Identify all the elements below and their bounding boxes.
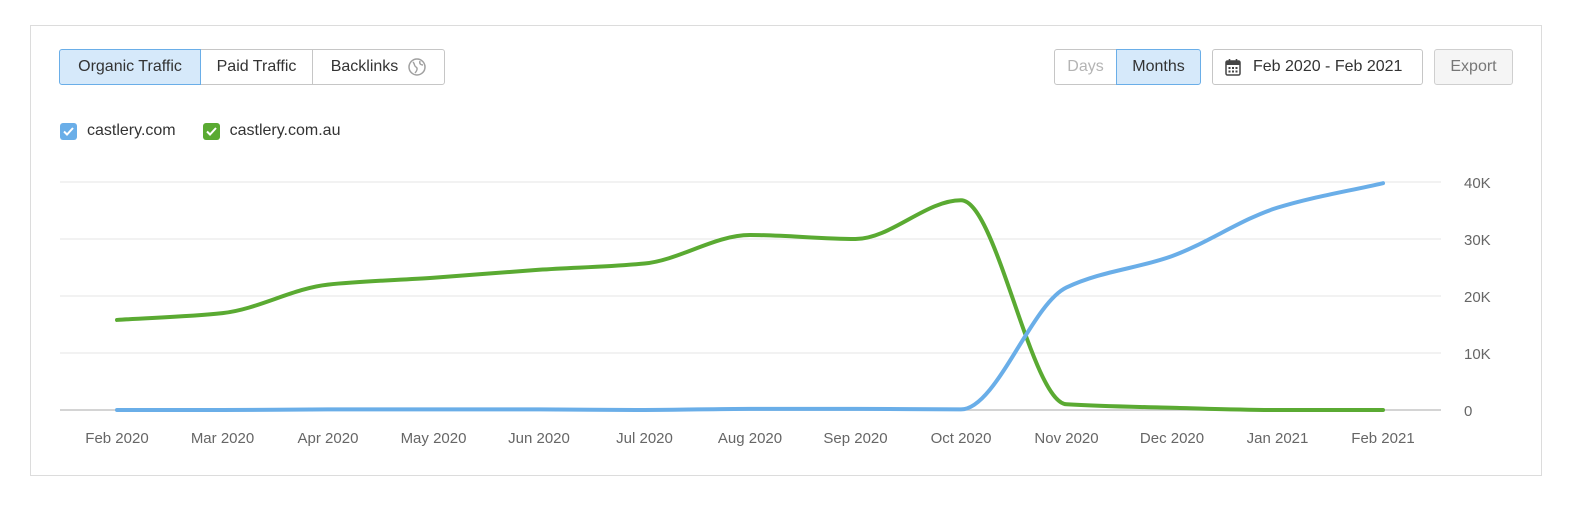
x-tick-label: Oct 2020 [931, 430, 992, 447]
x-tick-label: Aug 2020 [718, 430, 782, 447]
x-tick-label: Jan 2021 [1247, 430, 1309, 447]
legend-item-castlery-com-au[interactable]: castlery.com.au [202, 122, 341, 140]
x-tick-label: Jul 2020 [616, 430, 673, 447]
chart-legend: castlery.com castlery.com.au [60, 122, 367, 140]
export-button[interactable]: Export [1434, 49, 1513, 85]
legend-item-castlery-com[interactable]: castlery.com [60, 122, 176, 140]
x-tick-label: Mar 2020 [191, 430, 254, 447]
x-tick-label: Dec 2020 [1140, 430, 1204, 447]
checkbox-checked-icon [202, 122, 220, 140]
date-range-label: Feb 2020 - Feb 2021 [1253, 58, 1403, 75]
date-range-picker[interactable]: Feb 2020 - Feb 2021 [1212, 49, 1423, 85]
months-button[interactable]: Months [1116, 49, 1201, 85]
x-tick-label: Feb 2021 [1351, 430, 1414, 447]
globe-icon [408, 58, 427, 76]
y-tick-label: 10K [1464, 346, 1491, 363]
checkbox-checked-icon [60, 122, 77, 140]
granularity-toggle: Days Months [1054, 49, 1201, 85]
y-tick-label: 0 [1464, 403, 1472, 420]
calendar-icon [1225, 58, 1241, 76]
y-tick-label: 20K [1464, 289, 1491, 306]
traffic-panel [30, 25, 1542, 476]
x-tick-label: Feb 2020 [85, 430, 148, 447]
series-line-castlery-com-au [115, 198, 1385, 412]
traffic-type-tabs: Organic Traffic Paid Traffic Backlinks [59, 49, 445, 85]
x-tick-label: Nov 2020 [1034, 430, 1098, 447]
legend-label: castlery.com.au [229, 122, 341, 139]
x-tick-label: May 2020 [401, 430, 467, 447]
tab-backlinks[interactable]: Backlinks [312, 49, 445, 85]
x-tick-label: Sep 2020 [823, 430, 887, 447]
series-line-castlery-com [115, 181, 1385, 412]
tab-backlinks-label: Backlinks [330, 58, 399, 75]
x-tick-label: Jun 2020 [508, 430, 570, 447]
y-tick-label: 40K [1464, 175, 1491, 192]
y-tick-label: 30K [1464, 232, 1491, 249]
days-button[interactable]: Days [1054, 49, 1117, 85]
legend-label: castlery.com [87, 122, 176, 139]
tab-organic-traffic[interactable]: Organic Traffic [59, 49, 201, 85]
x-tick-label: Apr 2020 [298, 430, 359, 447]
